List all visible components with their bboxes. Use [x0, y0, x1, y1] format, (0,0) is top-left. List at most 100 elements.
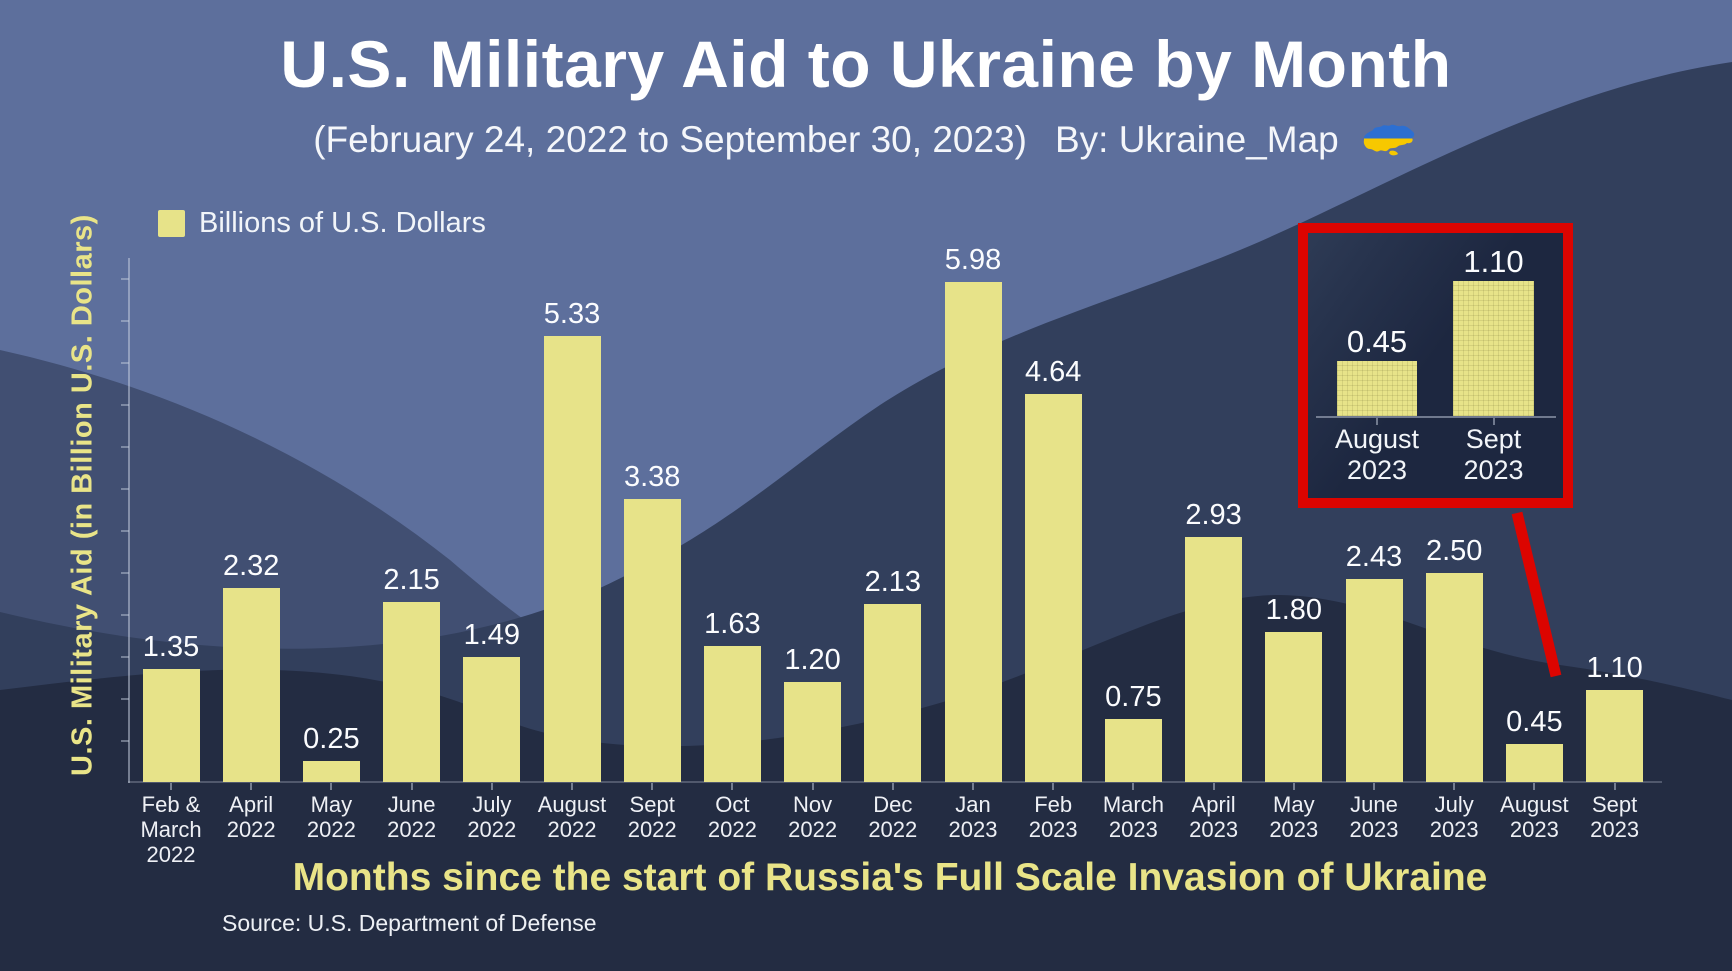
x-axis-tick [1132, 783, 1135, 790]
y-axis-tick [121, 656, 129, 658]
x-axis-tick [731, 783, 734, 790]
y-axis-tick [121, 530, 129, 532]
y-axis-title: U.S. Military Aid (in Billion U.S. Dolla… [66, 214, 99, 776]
inset-baseline [1316, 416, 1556, 418]
y-axis-tick [121, 572, 129, 574]
page-title: U.S. Military Aid to Ukraine by Month [280, 27, 1452, 101]
x-axis-category-label: May 2023 [1269, 792, 1319, 842]
bar [784, 682, 842, 782]
source-note: Source: U.S. Department of Defense [222, 910, 597, 936]
bar [1265, 632, 1323, 782]
bar-value-label: 5.98 [944, 244, 1002, 276]
bar [864, 604, 922, 782]
bar-value-label: 1.80 [1265, 594, 1323, 626]
bar-value-label: 1.10 [1586, 652, 1643, 684]
x-axis-tick [651, 783, 654, 790]
inset-bar [1337, 361, 1417, 416]
x-axis-tick [571, 783, 573, 790]
inset-bar [1453, 281, 1534, 416]
date-range-subtitle: (February 24, 2022 to September 30, 2023… [313, 119, 1027, 160]
x-axis-category-label: Jan 2023 [948, 792, 998, 842]
x-axis-category-label: Nov 2022 [788, 792, 838, 842]
x-axis-category-label: May 2022 [306, 792, 356, 842]
bar [302, 761, 360, 782]
bar-value-label: 2.13 [864, 566, 922, 598]
bar [463, 657, 521, 782]
bar-value-label: 2.93 [1185, 499, 1242, 531]
bar-value-label: 1.49 [463, 619, 521, 651]
x-axis-tick [1212, 783, 1215, 790]
bar-value-label: 2.32 [222, 550, 280, 582]
x-axis-baseline [128, 781, 1662, 783]
x-axis-category-label: Sept 2023 [1590, 792, 1640, 842]
byline: By: Ukraine_Map [1054, 119, 1339, 160]
inset-category-label: August 2023 [1334, 424, 1420, 485]
bar [1185, 537, 1243, 782]
bar-value-label: 5.33 [543, 298, 601, 330]
x-axis-category-label: April 2022 [226, 792, 276, 842]
legend-swatch [158, 210, 185, 237]
x-axis-category-label: August 2022 [537, 792, 607, 842]
y-axis-tick [121, 614, 129, 616]
legend: Billions of U.S. Dollars [158, 207, 486, 240]
x-axis-tick [891, 783, 894, 790]
bar [944, 282, 1002, 782]
y-axis-tick [121, 362, 129, 364]
y-axis-tick [121, 446, 129, 448]
y-axis-tick [121, 698, 129, 700]
x-axis-category-label: Oct 2022 [707, 792, 757, 842]
x-axis-tick [1533, 783, 1536, 790]
x-axis-tick [1292, 783, 1295, 790]
y-axis-tick [121, 404, 129, 406]
x-axis-category-label: June 2023 [1349, 792, 1399, 842]
x-axis-tick [1052, 783, 1055, 790]
x-axis-tick [410, 783, 413, 790]
x-axis-category-label: June 2022 [387, 792, 437, 842]
ukraine-map-icon [1363, 124, 1415, 156]
bar [1024, 394, 1082, 782]
x-axis-tick [811, 783, 814, 790]
bar-value-label: 2.15 [383, 564, 440, 596]
bar-value-label: 1.63 [704, 608, 761, 640]
bar [623, 499, 681, 782]
bar [1345, 579, 1403, 782]
inset-axis-tick [1376, 418, 1378, 425]
inset-bar-value-label: 0.45 [1346, 324, 1408, 359]
inset-bar-value-label: 1.10 [1463, 244, 1524, 279]
bar-value-label: 0.75 [1105, 681, 1162, 713]
bar [1586, 690, 1644, 782]
bar-value-label: 1.35 [142, 631, 200, 663]
inset-category-label: Sept 2023 [1463, 424, 1524, 485]
legend-label: Billions of U.S. Dollars [199, 207, 486, 239]
bar-value-label: 4.64 [1024, 356, 1082, 388]
y-axis-tick [121, 488, 129, 490]
y-axis-tick [121, 320, 129, 322]
bar [1104, 719, 1162, 782]
x-axis-tick [490, 783, 493, 790]
y-axis-tick [121, 740, 129, 742]
bar [1505, 744, 1563, 782]
bar-value-label: 0.25 [303, 723, 360, 755]
x-axis-category-label: July 2022 [467, 792, 517, 842]
x-axis-tick [250, 783, 253, 790]
x-axis-category-label: Feb 2023 [1028, 792, 1078, 842]
bar-value-label: 2.43 [1345, 541, 1403, 573]
bar-value-label: 0.45 [1506, 706, 1563, 738]
x-axis-tick [972, 783, 974, 790]
x-axis-category-label: August 2023 [1500, 792, 1569, 842]
bar [383, 602, 441, 782]
x-axis-tick [330, 783, 333, 790]
bar [543, 336, 601, 782]
bar [1425, 573, 1483, 782]
x-axis-category-label: March 2023 [1102, 792, 1164, 842]
x-axis-tick [1373, 783, 1375, 790]
bar-value-label: 1.20 [784, 644, 841, 676]
y-axis-tick [121, 278, 129, 280]
x-axis-category-label: July 2023 [1429, 792, 1479, 842]
x-axis-title: Months since the start of Russia's Full … [292, 856, 1488, 899]
bar [222, 588, 280, 782]
x-axis-category-label: Sept 2022 [627, 792, 677, 842]
x-axis-category-label: April 2023 [1189, 792, 1239, 842]
page-subtitle-row: (February 24, 2022 to September 30, 2023… [0, 118, 1732, 162]
